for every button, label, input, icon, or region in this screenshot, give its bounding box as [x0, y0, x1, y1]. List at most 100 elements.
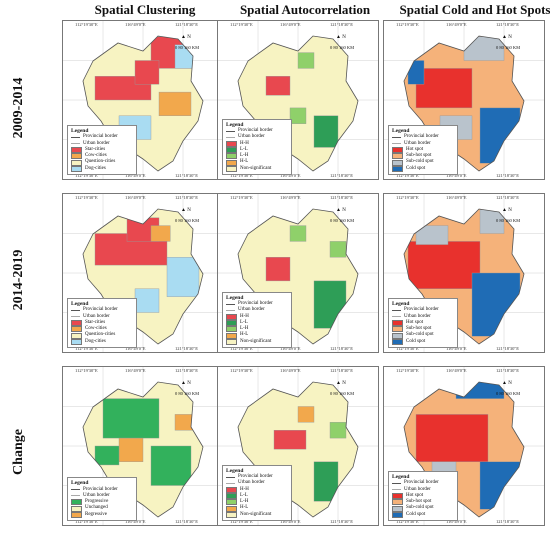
scale-bar: 0 80 160 KM	[175, 391, 200, 396]
legend-label: Urban border	[83, 313, 110, 319]
legend-label: H-L	[240, 505, 249, 511]
coord-label-top: 116°49'0"E	[446, 22, 467, 27]
city-region	[313, 461, 339, 502]
legend-item: Progressive	[71, 499, 133, 506]
coord-label-bottom: 112°19'30"E	[396, 346, 419, 351]
legend-item: L-H	[226, 326, 288, 333]
legend-title: Legend	[71, 480, 89, 487]
legend-label: Urban border	[404, 140, 431, 146]
legend-label: Dog-cities	[85, 338, 106, 344]
column-title-autocorrelation: Spatial Autocorrelation	[239, 2, 371, 17]
coord-label-bottom: 121°18'30"E	[175, 173, 198, 178]
map-panel: 112°19'30"E 116°49'0"E 121°18'30"E 112°19'3…	[383, 193, 545, 353]
provincial-border	[82, 381, 204, 518]
legend-label: Dog-cities	[85, 165, 106, 171]
legend-item: L-H	[226, 153, 288, 160]
legend-item: Urban border	[392, 314, 454, 320]
legend-item: Hot spot	[392, 320, 454, 326]
legend-item: Urban border	[226, 307, 288, 313]
legend-color-swatch	[226, 153, 237, 160]
legend-item: L-L	[226, 147, 288, 153]
legend-item: Provincial border	[226, 128, 288, 134]
legend-item: Unchanged	[71, 505, 133, 512]
legend-label: Non-significant	[240, 511, 272, 517]
legend-label: Urban border	[404, 313, 431, 319]
legend-item: Cold spot	[392, 339, 454, 345]
legend-item: Sub-hot spot	[392, 153, 454, 160]
coord-label-bottom: 112°19'30"E	[396, 173, 419, 178]
legend-color-swatch	[392, 332, 403, 339]
map-legend: Legend Provincial border Urban border Hot s…	[388, 470, 458, 521]
city-region	[134, 60, 160, 85]
coord-label-top: 116°49'0"E	[125, 368, 146, 373]
legend-item: Provincial border	[71, 134, 133, 140]
legend-line-swatch	[392, 482, 401, 484]
north-arrow-icon: ▲ N	[336, 381, 346, 386]
legend-label: Non-significant	[240, 338, 272, 344]
map-panel: 112°19'30"E 116°49'0"E 121°18'30"E 112°19'3…	[383, 20, 545, 180]
north-arrow-icon: ▲ N	[336, 208, 346, 213]
city-region	[415, 68, 473, 109]
map-panel: 112°19'30"E 116°49'0"E 121°18'30"E 112°19'3…	[383, 366, 545, 526]
legend-label: H-H	[240, 313, 249, 319]
legend-label: Urban border	[83, 140, 110, 146]
legend-label: Sub-hot spot	[406, 153, 432, 159]
column-title-hotspots: Spatial Cold and Hot Spots	[399, 2, 550, 17]
legend-color-swatch	[226, 326, 237, 333]
legend-color-swatch	[226, 319, 237, 326]
legend-item: Sub-cold spot	[392, 332, 454, 339]
legend-color-swatch	[71, 499, 82, 506]
legend-label: Cow-cities	[85, 326, 107, 332]
legend-item: Provincial border	[392, 134, 454, 140]
legend-item: Urban border	[392, 141, 454, 147]
map-panel: 112°19'30"E 116°49'0"E 121°18'30"E 112°19'3…	[217, 193, 379, 353]
legend-item: Cow-cities	[71, 326, 133, 333]
map-legend: Legend Provincial border Urban border H-H L-…	[222, 118, 292, 175]
legend-line-swatch	[226, 303, 235, 305]
legend-item: H-L	[226, 505, 288, 512]
legend-label: Hot spot	[406, 492, 424, 498]
map-legend: Legend Provincial border Urban border Hot s…	[388, 124, 458, 175]
scale-bar: 0 80 160 KM	[330, 218, 355, 223]
legend-line-swatch	[71, 309, 80, 311]
north-arrow-icon: ▲ N	[181, 381, 191, 386]
coord-label-bottom: 121°18'30"E	[330, 519, 353, 524]
legend-item: Urban border	[71, 141, 133, 147]
city-region	[289, 225, 307, 242]
legend-item: H-H	[226, 141, 288, 147]
legend-label: L-H	[240, 153, 249, 159]
city-region	[407, 60, 425, 85]
coord-label-top: 121°18'30"E	[330, 368, 353, 373]
legend-line-swatch	[71, 495, 80, 497]
legend-label: Provincial border	[83, 307, 118, 313]
legend-item: Provincial border	[226, 301, 288, 307]
coord-label-top: 116°49'0"E	[280, 22, 301, 27]
legend-label: L-L	[240, 146, 248, 152]
legend-label: Sub-cold spot	[406, 332, 434, 338]
legend-color-swatch	[392, 319, 403, 326]
coord-label-top: 112°19'30"E	[396, 368, 419, 373]
legend-label: H-H	[240, 486, 249, 492]
legend-line-swatch	[71, 489, 80, 491]
legend-label: Urban border	[404, 486, 431, 492]
legend-label: Urban border	[238, 480, 265, 486]
city-region	[166, 257, 200, 297]
legend-label: L-L	[240, 319, 248, 325]
north-arrow-icon: ▲ N	[502, 208, 512, 213]
coord-label-top: 112°19'30"E	[75, 368, 98, 373]
city-region	[415, 225, 449, 245]
legend-label: H-H	[240, 140, 249, 146]
legend-item: Urban border	[71, 314, 133, 320]
legend-line-swatch	[226, 130, 235, 132]
legend-label: Cold spot	[406, 165, 426, 171]
map-legend: Legend Provincial border Urban border Star-…	[67, 297, 137, 348]
legend-label: Cold spot	[406, 338, 426, 344]
legend-item: Provincial border	[71, 307, 133, 313]
legend-color-swatch	[226, 338, 237, 345]
legend-label: Provincial border	[83, 134, 118, 140]
map-legend: Legend Provincial border Urban border Progr…	[67, 477, 137, 521]
legend-line-swatch	[392, 316, 401, 318]
coord-label-top: 116°49'0"E	[446, 368, 467, 373]
legend-color-swatch	[226, 165, 237, 172]
legend-item: Urban border	[392, 487, 454, 493]
